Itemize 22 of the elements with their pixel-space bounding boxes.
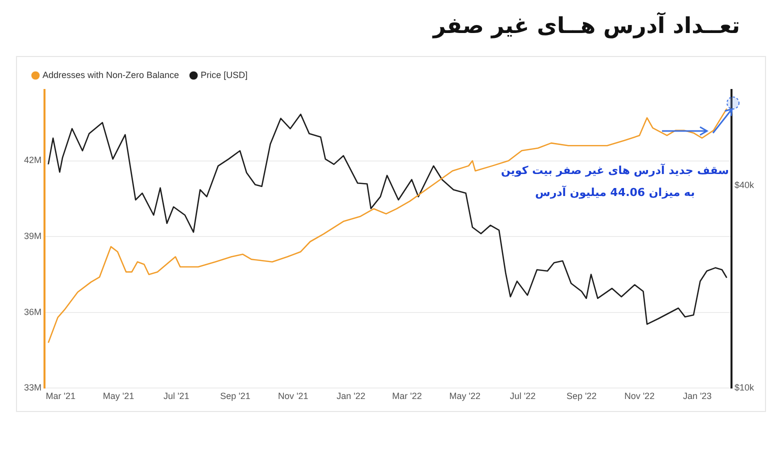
x-tick-label: Sep '21 (220, 391, 250, 402)
y2-tick-label: $10k (734, 382, 754, 393)
x-tick-label: Jan '23 (682, 391, 712, 402)
y-tick-label: 42M (24, 155, 42, 166)
x-tick-label: Jan '22 (336, 391, 366, 402)
legend-label: Price [USD] (200, 70, 248, 80)
legend-label: Addresses with Non-Zero Balance (42, 70, 180, 80)
annotation: سقف جدید آدرس های غیر صفر بیت کوین به میزان 44.06 میلیون آدرس (500, 162, 730, 201)
x-tick-label: Mar '21 (46, 391, 76, 402)
x-tick-label: May '22 (449, 391, 480, 402)
y-tick-label: 36M (24, 306, 42, 317)
x-tick-label: Nov '22 (624, 391, 655, 402)
x-tick-label: Nov '21 (278, 391, 308, 402)
x-tick-label: Jul '22 (510, 391, 536, 402)
y2-tick-label: $40k (734, 180, 754, 190)
chart-title: تعــداد آدرس هــای غیر صفر (433, 14, 740, 39)
x-tick-label: Mar '22 (392, 391, 422, 402)
x-tick-label: May '21 (102, 391, 134, 402)
y-tick-label: 33M (24, 382, 42, 393)
x-tick-label: Sep '22 (566, 391, 597, 402)
y-tick-label: 39M (24, 231, 42, 242)
x-tick-label: Jul '21 (164, 391, 190, 402)
